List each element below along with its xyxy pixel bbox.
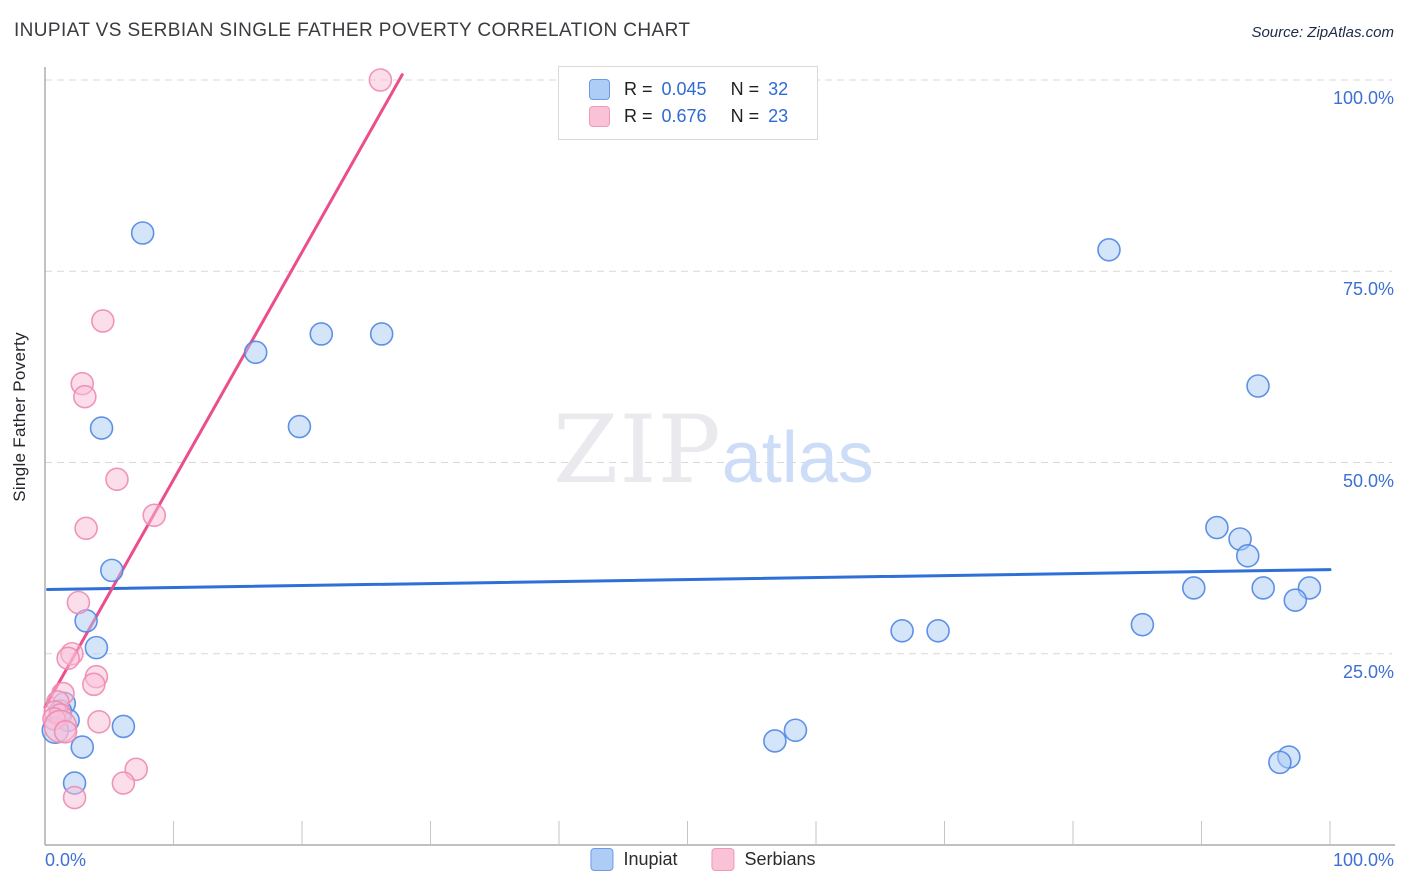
y-axis-label: 100.0%	[1332, 88, 1394, 108]
serbians-swatch-icon	[589, 106, 610, 127]
correlation-legend-box: R = 0.045 N = 32 R = 0.676 N = 23	[558, 66, 818, 140]
x-axis-label-min: 0.0%	[45, 850, 87, 870]
data-point-serbians	[111, 771, 136, 795]
series-legend-inupiat: Inupiat	[590, 848, 678, 871]
trendline-inupiat	[46, 568, 1332, 591]
data-point-inupiat	[1251, 576, 1275, 600]
data-point-inupiat	[1097, 238, 1121, 262]
data-point-inupiat	[70, 735, 95, 759]
data-point-inupiat	[369, 322, 394, 346]
series-legend-serbians: Serbians	[711, 848, 816, 871]
series-legend: Inupiat Serbians	[590, 848, 816, 871]
data-point-inupiat	[1246, 374, 1270, 398]
data-point-inupiat	[763, 729, 787, 753]
data-point-inupiat	[243, 340, 268, 365]
data-point-inupiat	[1181, 576, 1206, 600]
data-point-serbians	[87, 710, 111, 734]
r-value: 0.045	[661, 79, 707, 99]
data-point-inupiat	[287, 414, 312, 439]
source-attribution: Source: ZipAtlas.com	[1251, 24, 1394, 41]
y-axis-label: 25.0%	[1342, 661, 1394, 682]
data-point-inupiat	[130, 221, 155, 245]
r-label: R =	[624, 79, 653, 99]
data-point-serbians	[53, 719, 78, 744]
data-point-inupiat	[1130, 612, 1155, 637]
data-point-serbians	[74, 516, 98, 541]
inupiat-swatch-icon	[590, 848, 614, 871]
n-value: 23	[768, 106, 789, 126]
y-axis-title: Single Father Poverty	[10, 332, 29, 502]
trendline-serbians	[43, 73, 404, 709]
data-point-inupiat	[890, 618, 914, 643]
data-point-serbians	[368, 68, 393, 92]
serbians-swatch-icon	[711, 848, 735, 871]
data-point-inupiat	[783, 718, 808, 743]
legend-row-inupiat: R = 0.045 N = 32	[589, 76, 817, 103]
data-point-serbians	[62, 785, 87, 810]
data-point-serbians	[82, 672, 106, 697]
data-point-serbians	[105, 467, 129, 492]
n-value: 32	[768, 79, 789, 99]
data-point-serbians	[66, 590, 91, 615]
series-legend-label: Inupiat	[623, 849, 678, 869]
y-axis-label: 75.0%	[1342, 279, 1394, 300]
data-point-serbians	[56, 646, 80, 671]
n-label: N =	[730, 79, 760, 99]
data-point-inupiat	[309, 322, 334, 346]
data-point-inupiat	[89, 416, 114, 440]
inupiat-swatch-icon	[589, 79, 610, 100]
n-label: N =	[730, 106, 760, 126]
data-point-inupiat	[1268, 750, 1292, 775]
data-point-inupiat	[1235, 544, 1260, 568]
data-point-inupiat	[926, 618, 950, 643]
r-label: R =	[624, 106, 653, 126]
data-point-inupiat	[111, 714, 136, 739]
data-point-inupiat	[1205, 515, 1229, 540]
data-point-inupiat	[84, 635, 109, 660]
x-axis-label-max: 100.0%	[1332, 850, 1394, 870]
data-point-serbians	[142, 503, 167, 528]
data-point-inupiat	[100, 558, 124, 583]
r-value: 0.676	[661, 106, 707, 126]
data-point-serbians	[73, 384, 97, 409]
y-axis-label: 50.0%	[1342, 470, 1394, 491]
data-point-inupiat	[1283, 588, 1308, 613]
legend-row-serbians: R = 0.676 N = 23	[589, 103, 817, 130]
page-title: INUPIAT VS SERBIAN SINGLE FATHER POVERTY…	[14, 20, 691, 41]
series-legend-label: Serbians	[744, 849, 816, 869]
data-point-serbians	[91, 309, 115, 333]
